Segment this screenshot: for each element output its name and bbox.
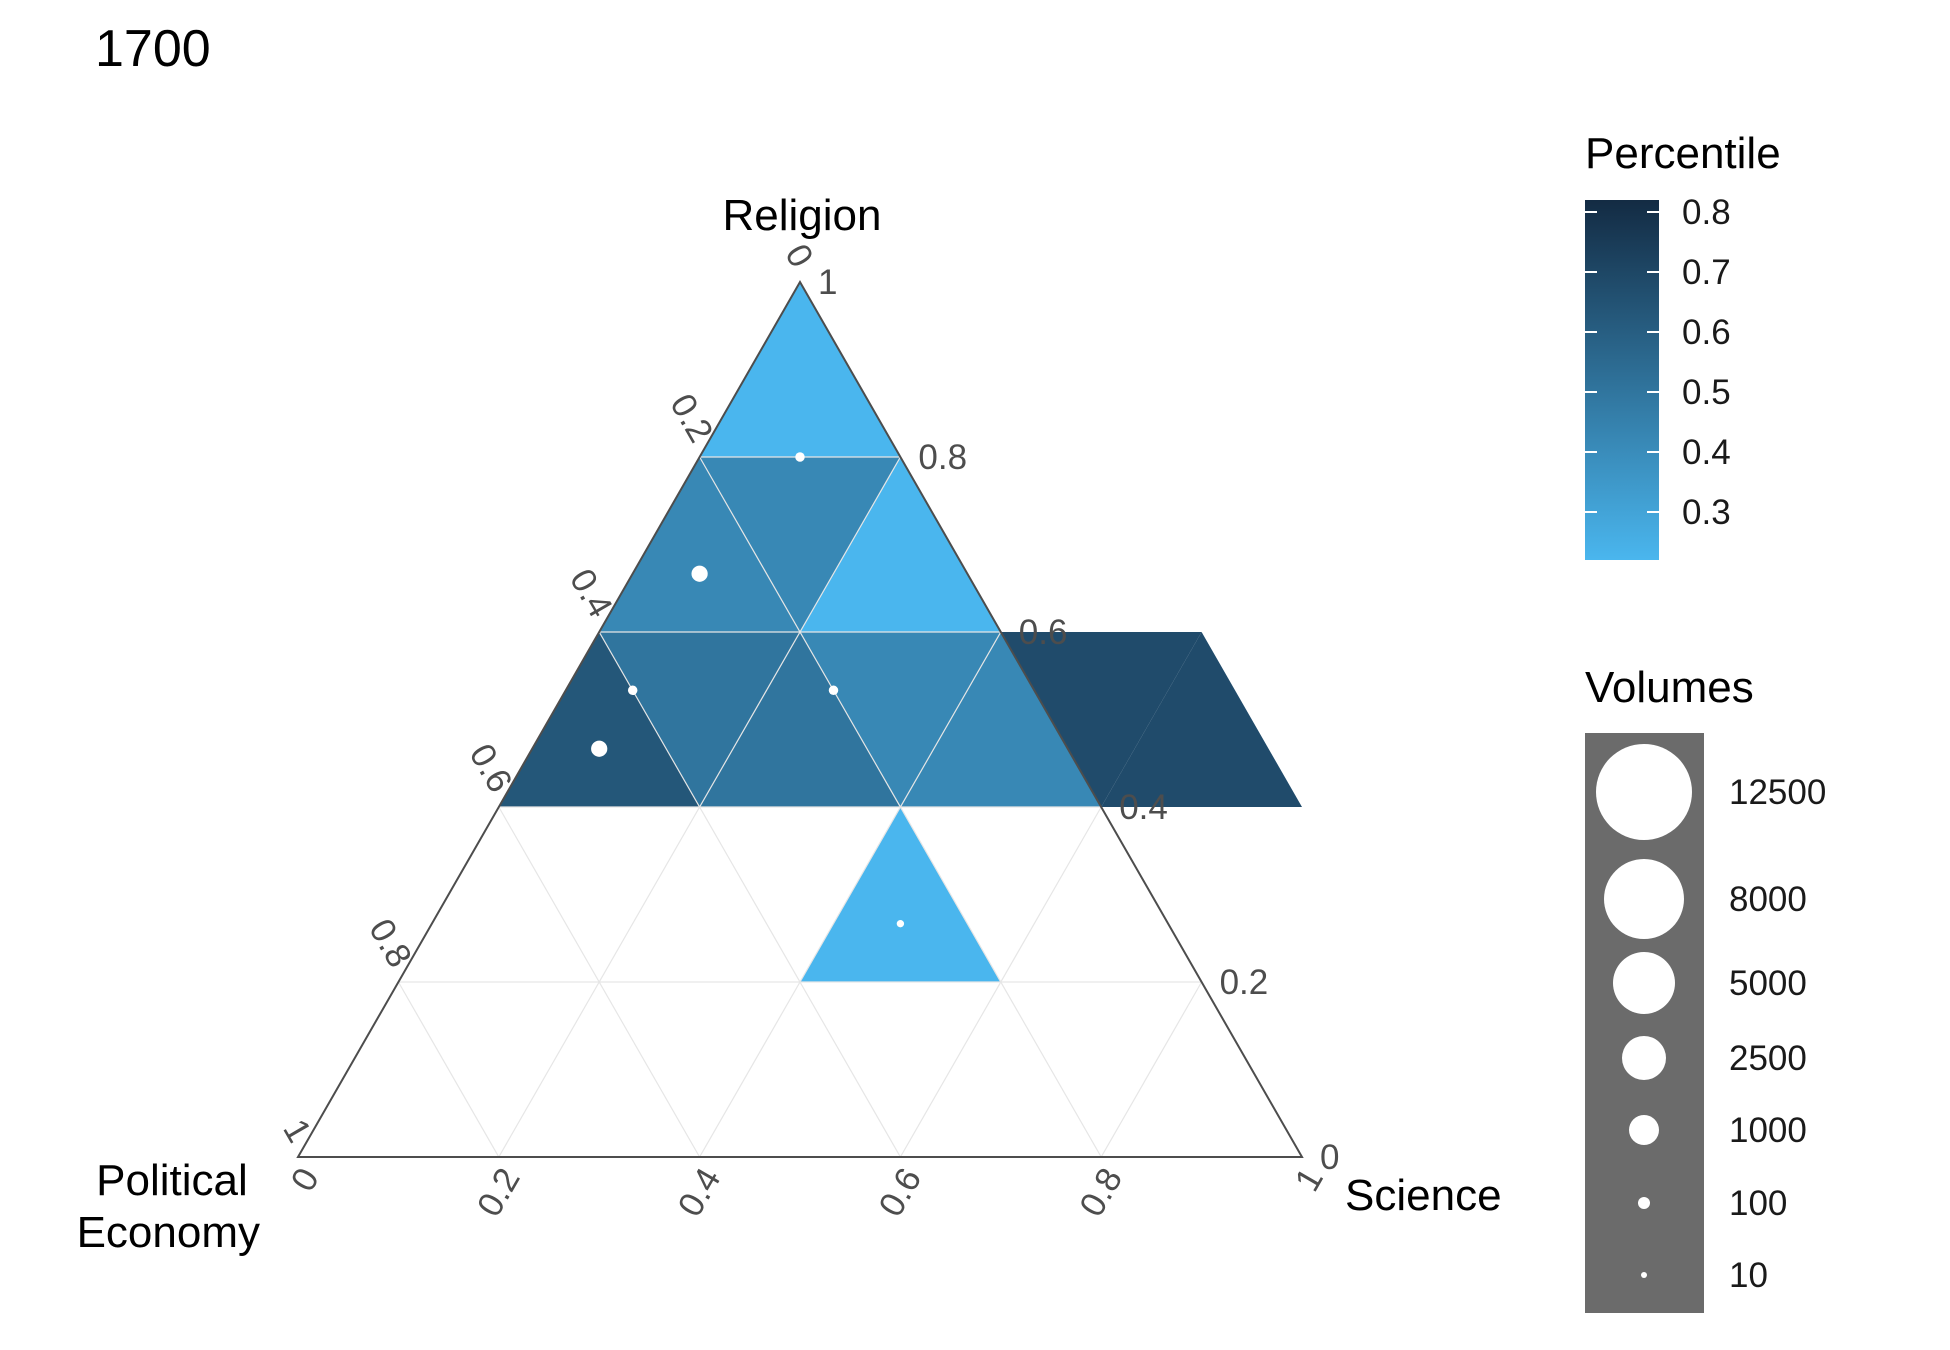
legend-volume-label: 100 bbox=[1729, 1184, 1787, 1223]
legend-percentile-label: 0.7 bbox=[1682, 253, 1731, 292]
ternary-cell bbox=[800, 457, 1001, 632]
ternary-cell bbox=[900, 632, 1102, 807]
tick-label-science: 0.2 bbox=[470, 1162, 528, 1224]
legend-volume-label: 1000 bbox=[1729, 1111, 1807, 1150]
tick-label-political-economy: 1 bbox=[275, 1113, 319, 1149]
ternary-cell bbox=[599, 457, 800, 632]
ternary-cell bbox=[699, 282, 901, 457]
tick-label-religion: 0.4 bbox=[1119, 788, 1168, 827]
volume-points bbox=[591, 452, 905, 928]
legend-percentile-ticks: 0.8 0.7 0.6 0.5 0.4 0.3 bbox=[1585, 193, 1731, 532]
axis-label-science: Science bbox=[1345, 1171, 1502, 1220]
tick-label-science: 0.4 bbox=[670, 1162, 728, 1224]
grid-line bbox=[598, 631, 901, 1158]
volume-point bbox=[627, 685, 638, 696]
legend-percentile-title: Percentile bbox=[1585, 129, 1781, 178]
ternary-frame bbox=[296, 279, 1304, 1158]
ternary-cell bbox=[1101, 632, 1302, 807]
legend-volume-circle bbox=[1596, 744, 1692, 840]
grid-line bbox=[498, 806, 701, 1158]
grid-line bbox=[699, 631, 1002, 1158]
ternary-grid bbox=[397, 456, 1203, 1158]
volume-point bbox=[896, 920, 905, 928]
ternary-cell bbox=[699, 457, 901, 632]
legend-volume-label: 10 bbox=[1729, 1256, 1768, 1295]
legend-percentile-label: 0.8 bbox=[1682, 193, 1731, 232]
tick-label-science: 0.8 bbox=[1072, 1162, 1130, 1224]
legend-volume-label: 8000 bbox=[1729, 880, 1807, 919]
volume-point bbox=[795, 452, 805, 462]
tick-label-religion: 0.2 bbox=[1220, 963, 1269, 1002]
legend-volume-circle bbox=[1622, 1036, 1666, 1080]
legend-volume-circle bbox=[1641, 1272, 1647, 1278]
plot-title: 1700 bbox=[95, 20, 211, 78]
ternary-cell bbox=[800, 632, 1001, 807]
tick-label-religion: 0.6 bbox=[1019, 613, 1068, 652]
volume-point bbox=[828, 685, 839, 696]
axis-label-political-economy: Political Economy bbox=[77, 1156, 260, 1257]
ternary-cell bbox=[1000, 632, 1202, 807]
ternary-cell bbox=[599, 632, 800, 807]
legend-percentile-label: 0.5 bbox=[1682, 373, 1731, 412]
volume-point bbox=[691, 565, 708, 582]
legend-volumes-entries: 12500 8000 5000 2500 1000 100 10 bbox=[1596, 744, 1826, 1295]
axis-label-religion: Religion bbox=[723, 191, 882, 240]
tick-label-science: 0.6 bbox=[871, 1162, 929, 1224]
legend-volume-circle bbox=[1629, 1115, 1659, 1145]
ternary-triangle-frame bbox=[296, 279, 1304, 1158]
legend-percentile-colorbar bbox=[1585, 200, 1659, 560]
legend-volume-label: 2500 bbox=[1729, 1039, 1807, 1078]
tick-label-science: 0 bbox=[283, 1162, 327, 1198]
tick-label-political-economy: 0 bbox=[777, 238, 821, 274]
tick-label-religion: 0 bbox=[1320, 1138, 1339, 1177]
grid-line bbox=[899, 806, 1102, 1158]
legend-volume-label: 12500 bbox=[1729, 773, 1826, 812]
ternary-cell bbox=[699, 632, 901, 807]
ternary-cell bbox=[800, 807, 1001, 982]
legend-volume-circle bbox=[1613, 952, 1675, 1014]
legend-volume-circle bbox=[1604, 859, 1684, 939]
ternary-cell bbox=[498, 632, 700, 807]
ternary-cells bbox=[498, 282, 1302, 982]
legend-percentile-label: 0.3 bbox=[1682, 493, 1731, 532]
tick-label-religion: 0.8 bbox=[918, 438, 967, 477]
grid-line bbox=[1100, 981, 1203, 1158]
legend-percentile-label: 0.6 bbox=[1682, 313, 1731, 352]
legend-volume-circle bbox=[1638, 1197, 1650, 1209]
legend-volumes-title: Volumes bbox=[1585, 663, 1754, 712]
grid-line bbox=[397, 981, 500, 1158]
legend-percentile-label: 0.4 bbox=[1682, 433, 1731, 472]
tick-label-political-economy: 0.8 bbox=[361, 912, 419, 974]
legend-volume-label: 5000 bbox=[1729, 964, 1807, 1003]
volume-point bbox=[591, 740, 608, 757]
tick-label-religion: 1 bbox=[818, 263, 837, 302]
